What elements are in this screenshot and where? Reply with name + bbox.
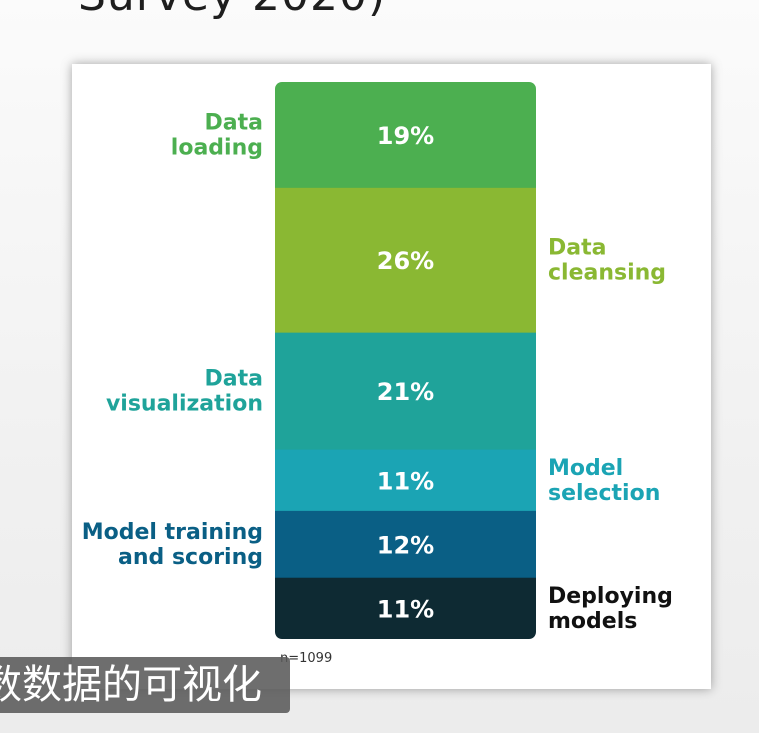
segment-value-label: 11% (377, 467, 434, 495)
subtitle-text: 数数据的可视化 (0, 662, 262, 708)
bar-segment-0 (275, 82, 536, 189)
bar-segment-3 (275, 449, 536, 512)
bar-segment-4 (275, 510, 536, 579)
segment-category-label: Data visualization (106, 367, 263, 417)
slide-heading-fragment: Survey 2020) (78, 0, 386, 21)
segment-category-label: Deploying models (548, 584, 673, 634)
segment-value-label: 19% (377, 122, 434, 150)
segment-category-label: Data loading (171, 110, 263, 160)
segment-value-label: 11% (377, 595, 434, 623)
segment-value-label: 26% (377, 247, 434, 275)
segment-value-label: 12% (377, 531, 434, 559)
segment-category-label: Data cleansing (548, 236, 666, 286)
segment-value-label: 21% (377, 378, 434, 406)
sample-size-note: n=1099 (280, 651, 332, 666)
chart-labels: 19% Data loading 26% Data cleansing 21% Data vis… (82, 110, 673, 633)
segment-category-label: Model selection (548, 456, 660, 506)
bar-segment-2 (275, 332, 536, 451)
chart-bars (275, 82, 536, 639)
slide-card: 19% Data loading 26% Data cleansing 21% Data vis… (72, 64, 711, 689)
segment-category-label: Model training and scoring (82, 520, 263, 570)
stacked-bar-chart: 19% Data loading 26% Data cleansing 21% Data vis… (82, 82, 673, 666)
bar-segment-5 (275, 577, 536, 639)
bar-segment-1 (275, 187, 536, 334)
video-subtitle: 数数据的可视化 (0, 657, 290, 713)
